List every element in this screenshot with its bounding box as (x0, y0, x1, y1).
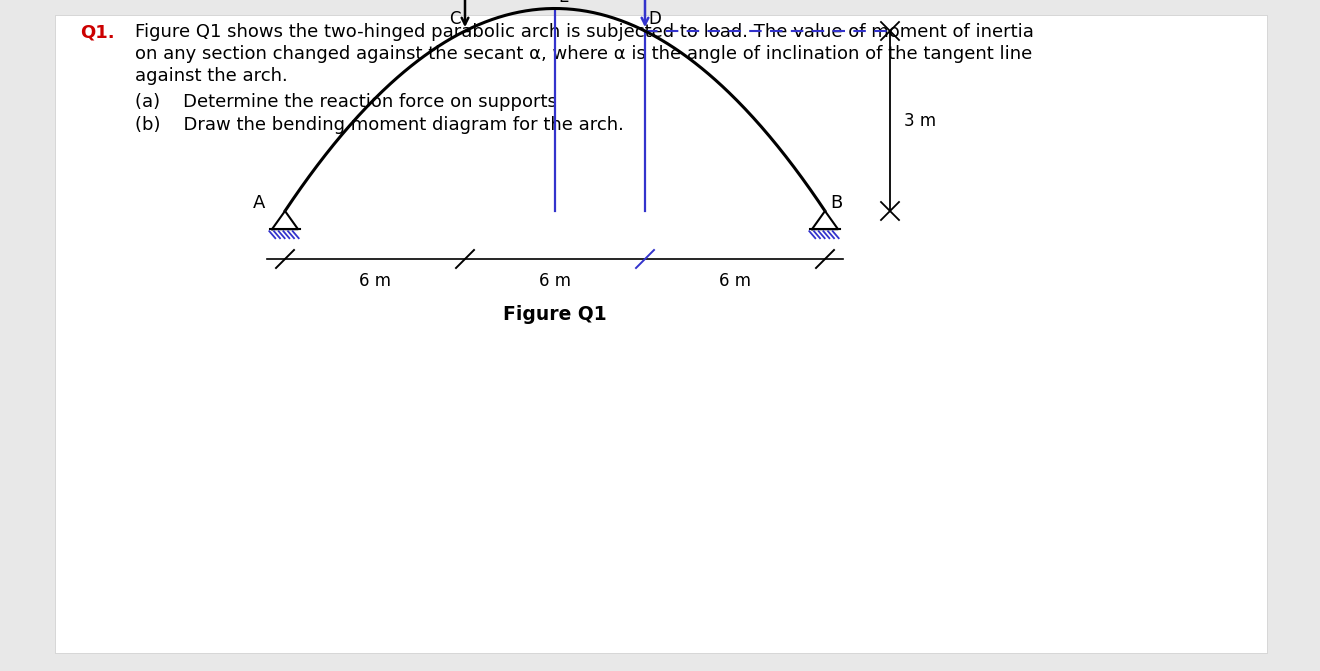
Text: Figure Q1: Figure Q1 (503, 305, 607, 324)
Text: on any section changed against the secant α, where α is the angle of inclination: on any section changed against the secan… (135, 45, 1032, 63)
Text: B: B (830, 194, 842, 212)
Text: 6 m: 6 m (539, 272, 572, 290)
Text: (b)    Draw the bending moment diagram for the arch.: (b) Draw the bending moment diagram for … (135, 116, 624, 134)
Text: (a)    Determine the reaction force on supports: (a) Determine the reaction force on supp… (135, 93, 557, 111)
Polygon shape (812, 211, 838, 229)
Text: 3 m: 3 m (904, 112, 936, 130)
Text: C: C (450, 10, 461, 28)
Text: against the arch.: against the arch. (135, 67, 288, 85)
Text: 6 m: 6 m (719, 272, 751, 290)
Text: A: A (252, 194, 265, 212)
Text: D: D (648, 10, 661, 28)
Text: 6 m: 6 m (359, 272, 391, 290)
Polygon shape (272, 211, 298, 229)
Text: Q1.: Q1. (81, 23, 115, 41)
FancyBboxPatch shape (55, 15, 1267, 653)
Text: E: E (558, 0, 569, 5)
Text: Figure Q1 shows the two-hinged parabolic arch is subjected to load. The value of: Figure Q1 shows the two-hinged parabolic… (135, 23, 1034, 41)
